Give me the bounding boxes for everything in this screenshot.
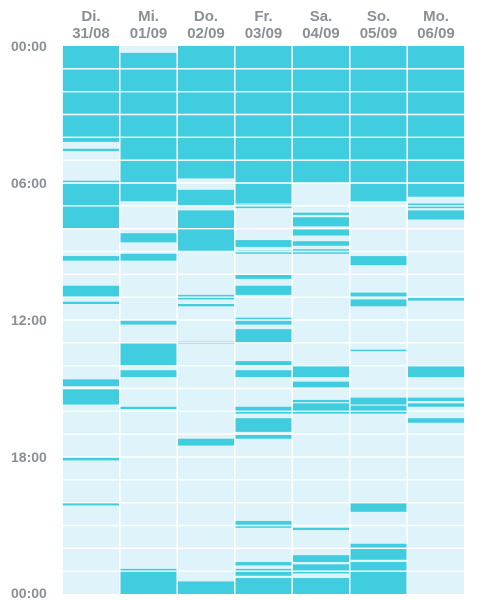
activity-block: [235, 578, 292, 594]
activity-block: [408, 418, 464, 423]
activity-block: [235, 568, 292, 576]
time-axis: 00:00 06:00 12:00 18:00 00:00: [11, 38, 47, 600]
activity-block: [178, 304, 234, 307]
activity-block: [293, 527, 349, 531]
activity-block: [293, 241, 349, 246]
activity-block: [350, 299, 407, 307]
weekday-label: Di.: [81, 8, 100, 25]
activity-block: [235, 562, 292, 566]
activity-block: [293, 555, 349, 563]
day-column: [63, 46, 119, 594]
activity-block: [408, 297, 464, 301]
activity-block: [350, 256, 407, 266]
activity-block: [63, 256, 119, 261]
weekday-label: Mo.: [423, 8, 449, 25]
activity-block: [293, 403, 349, 414]
activity-block: [63, 457, 119, 461]
day-header-row: Di.31/08 Mi.01/09 Do.02/09 Fr.03/09 Sa.04/09…: [72, 8, 455, 42]
activity-block: [408, 365, 464, 378]
activity-block: [235, 274, 292, 279]
activity-block: [408, 403, 464, 407]
activity-block: [235, 240, 292, 247]
activity-block: [63, 46, 119, 142]
activity-block: [235, 46, 292, 204]
date-label: 05/09: [360, 25, 398, 42]
activity-block: [63, 148, 119, 152]
activity-block: [235, 285, 292, 295]
activity-block: [120, 320, 177, 325]
activity-block: [293, 217, 349, 227]
activity-block: [120, 253, 177, 261]
weekday-label: Sa.: [310, 8, 333, 25]
activity-block: [120, 233, 177, 243]
activity-block: [350, 405, 407, 414]
time-label-0: 00:00: [11, 38, 47, 54]
weekday-label: Do.: [194, 8, 218, 25]
activity-block: [408, 397, 464, 402]
activity-block: [235, 370, 292, 378]
day-column: [293, 46, 349, 594]
activity-block: [350, 349, 407, 352]
activity-block: [293, 578, 349, 594]
activity-block: [350, 46, 407, 202]
weekday-label: Mi.: [138, 8, 159, 25]
activity-block: [293, 228, 349, 236]
activity-block: [293, 399, 349, 403]
date-label: 01/09: [130, 25, 168, 42]
day-column: [235, 46, 292, 594]
weekday-label: Fr.: [254, 8, 272, 25]
activity-block: [63, 180, 119, 229]
day-column: [178, 46, 234, 594]
date-label: 03/09: [245, 25, 283, 42]
activity-block: [235, 520, 292, 528]
date-label: 04/09: [302, 25, 340, 42]
day-columns: [63, 46, 464, 594]
activity-block: [178, 46, 234, 179]
activity-block: [63, 285, 119, 298]
activity-block: [235, 329, 292, 343]
date-label: 02/09: [187, 25, 225, 42]
activity-block: [293, 381, 349, 388]
activity-block: [350, 397, 407, 405]
activity-block: [178, 438, 234, 446]
activity-block: [293, 212, 349, 215]
activity-block: [178, 210, 234, 252]
time-label-18: 18:00: [11, 449, 47, 465]
date-label: 06/09: [417, 25, 455, 42]
weekday-label: So.: [367, 8, 390, 25]
activity-block: [235, 361, 292, 366]
time-label-24: 00:00: [11, 585, 47, 600]
activity-block: [350, 502, 407, 512]
activity-block: [350, 292, 407, 298]
day-column: [408, 46, 464, 594]
activity-block: [63, 379, 119, 387]
activity-block: [63, 301, 119, 305]
time-label-6: 06:00: [11, 175, 47, 191]
activity-block: [408, 46, 464, 197]
activity-block: [120, 52, 177, 202]
activity-block: [178, 189, 234, 206]
activity-block: [178, 581, 234, 594]
activity-block: [350, 562, 407, 594]
time-label-12: 12:00: [11, 312, 47, 328]
activity-block: [120, 568, 177, 594]
activity-block: [350, 543, 407, 560]
date-label: 31/08: [72, 25, 110, 42]
activity-block: [235, 317, 292, 325]
day-column: [350, 46, 407, 594]
activity-block: [235, 418, 292, 432]
activity-block: [120, 342, 177, 366]
activity-block: [120, 406, 177, 410]
activity-block: [293, 564, 349, 574]
activity-block: [293, 365, 349, 378]
activity-block: [408, 210, 464, 220]
activity-block: [120, 370, 177, 378]
activity-block: [63, 388, 119, 405]
activity-block: [235, 434, 292, 439]
day-column: [120, 46, 177, 594]
activity-block: [235, 406, 292, 414]
activity-block: [63, 502, 119, 506]
